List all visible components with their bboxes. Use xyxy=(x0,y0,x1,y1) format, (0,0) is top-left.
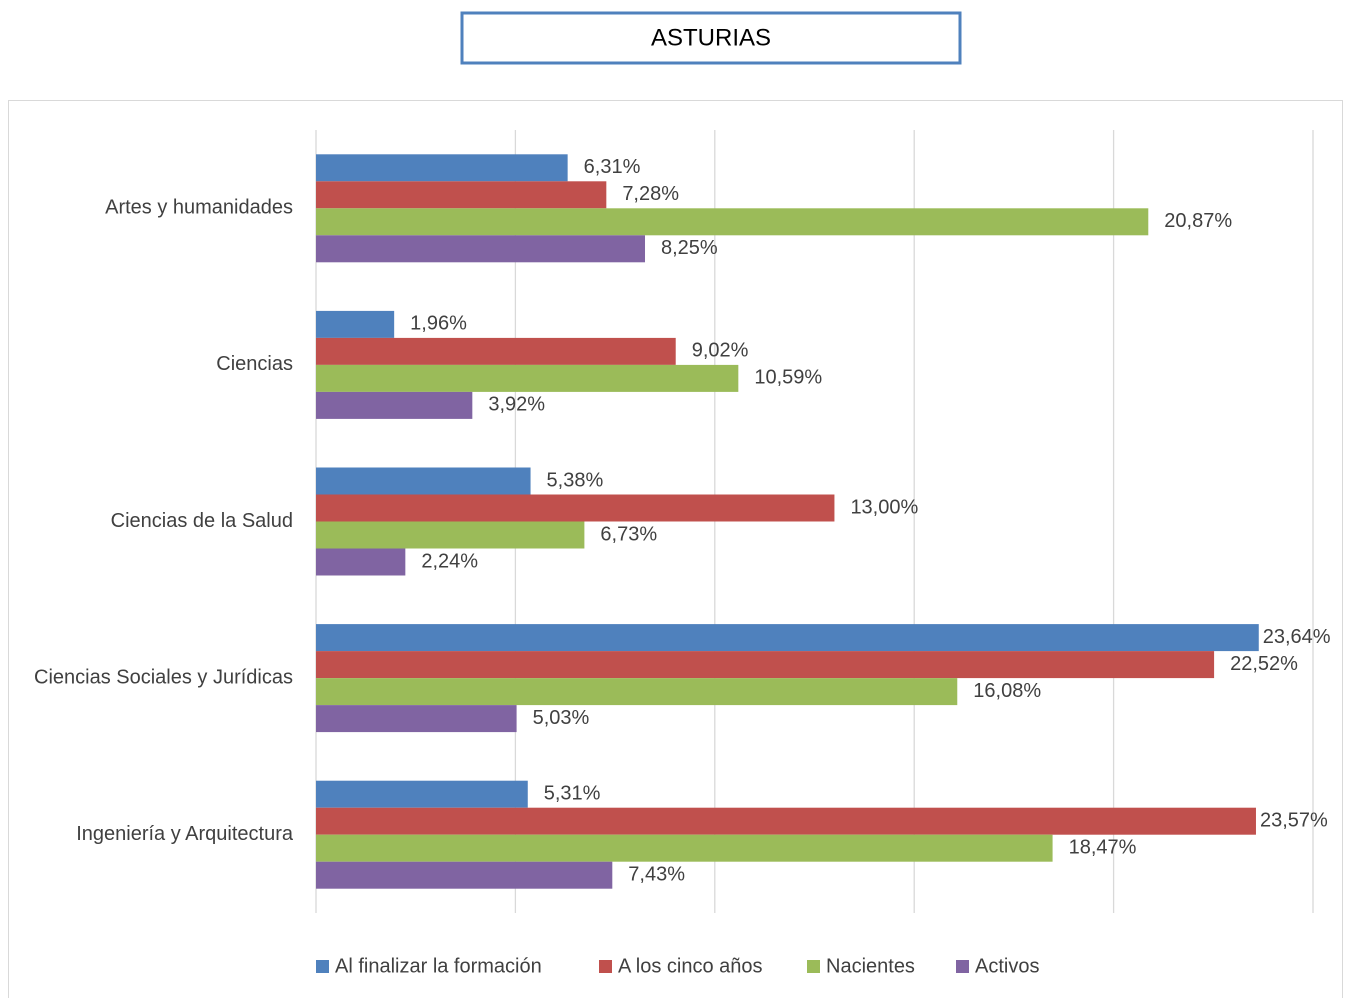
bar xyxy=(316,391,473,419)
legend-label: A los cinco años xyxy=(618,955,763,977)
y-tick-label: Ciencias de la Salud xyxy=(111,510,293,532)
bar xyxy=(316,780,528,808)
data-label: 16,08% xyxy=(973,680,1041,702)
data-label: 7,43% xyxy=(628,863,685,885)
data-label: 10,59% xyxy=(754,367,822,389)
data-label: 5,03% xyxy=(533,707,590,729)
bar xyxy=(316,651,1215,679)
bar xyxy=(316,154,568,182)
chart-title: ASTURIAS xyxy=(651,24,771,51)
bar xyxy=(316,521,585,549)
y-tick-label: Artes y humanidades xyxy=(105,197,293,219)
bar xyxy=(316,705,517,733)
bar xyxy=(316,494,835,522)
y-tick-label: Ingeniería y Arquitectura xyxy=(76,823,294,845)
legend-label: Al finalizar la formación xyxy=(335,955,542,977)
data-label: 18,47% xyxy=(1069,836,1137,858)
data-label: 2,24% xyxy=(421,550,478,572)
data-label: 6,73% xyxy=(600,523,657,545)
legend-swatch xyxy=(956,960,969,973)
bar xyxy=(316,208,1149,236)
legend-swatch xyxy=(807,960,820,973)
bar xyxy=(316,678,958,706)
legend-label: Nacientes xyxy=(826,955,915,977)
bar xyxy=(316,624,1259,652)
legend-swatch xyxy=(599,960,612,973)
data-label: 5,38% xyxy=(547,469,604,491)
y-tick-label: Ciencias xyxy=(216,353,293,375)
legend-swatch xyxy=(316,960,329,973)
bar xyxy=(316,310,395,338)
bar xyxy=(316,364,739,392)
data-label: 13,00% xyxy=(850,496,918,518)
data-label: 22,52% xyxy=(1230,653,1298,675)
data-label: 8,25% xyxy=(661,237,718,259)
bar xyxy=(316,235,646,263)
data-label: 9,02% xyxy=(692,340,749,362)
bar xyxy=(316,337,676,365)
data-label: 20,87% xyxy=(1164,210,1232,232)
bar xyxy=(316,834,1053,862)
bar xyxy=(316,181,607,209)
y-tick-label: Ciencias Sociales y Jurídicas xyxy=(34,666,293,688)
title-box xyxy=(460,11,962,65)
legend-label: Activos xyxy=(975,955,1039,977)
data-label: 23,64% xyxy=(1263,626,1331,648)
data-label: 5,31% xyxy=(544,782,601,804)
bar xyxy=(316,467,531,495)
chart-border xyxy=(8,100,1343,998)
bar xyxy=(316,861,613,889)
data-label: 1,96% xyxy=(410,313,467,335)
bar xyxy=(316,548,406,576)
bar xyxy=(316,807,1256,835)
data-label: 23,57% xyxy=(1260,809,1328,831)
data-label: 7,28% xyxy=(622,183,679,205)
data-label: 6,31% xyxy=(584,156,641,178)
data-label: 3,92% xyxy=(488,394,545,416)
